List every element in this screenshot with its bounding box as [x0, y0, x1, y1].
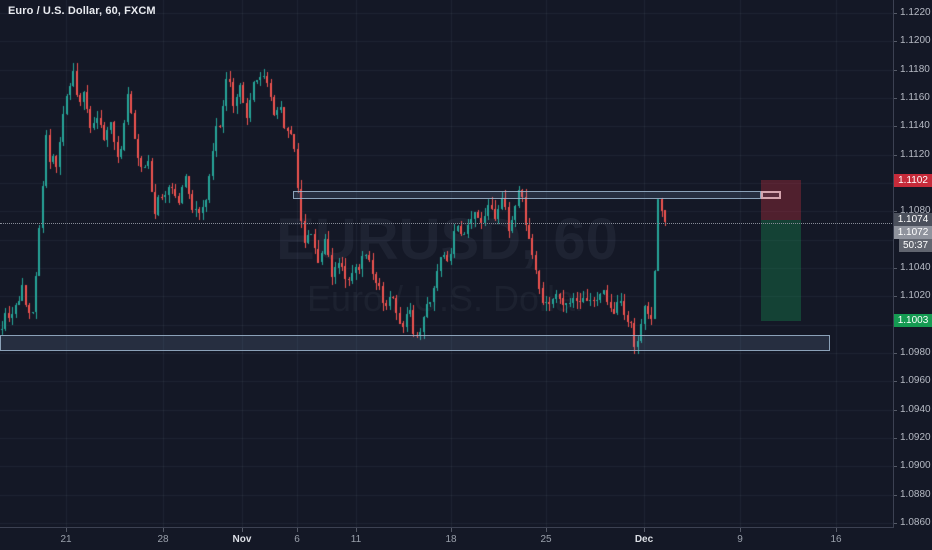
time-tick-mark — [242, 528, 243, 532]
resistance-zone-rectangle[interactable] — [293, 191, 761, 199]
time-tick-label: 6 — [294, 534, 300, 545]
current-price-line — [0, 223, 894, 224]
time-tick-label: 25 — [540, 534, 552, 545]
time-tick-mark — [451, 528, 452, 532]
bar-countdown-badge: 50:37 — [899, 239, 932, 252]
price-tick-label: 1.0940 — [894, 404, 932, 416]
entry-price-badge: 1.1074 — [894, 213, 932, 226]
price-tick-label: 1.1120 — [894, 149, 932, 161]
time-tick-label: Dec — [634, 534, 654, 545]
time-tick-label: Nov — [232, 534, 252, 545]
price-tick-label: 1.0920 — [894, 432, 932, 444]
time-tick-mark — [644, 528, 645, 532]
short-position-stop-box[interactable] — [761, 180, 801, 220]
short-position-profit-box[interactable] — [761, 220, 801, 321]
resistance-zone-handle[interactable] — [761, 191, 781, 199]
price-tick-label: 1.1200 — [894, 35, 932, 47]
price-tick-label: 1.1040 — [894, 262, 932, 274]
time-tick-mark — [163, 528, 164, 532]
time-tick-label: 21 — [60, 534, 72, 545]
chart-legend-title[interactable]: Euro / U.S. Dollar, 60, FXCM — [8, 5, 156, 17]
time-tick-mark — [836, 528, 837, 532]
price-tick-label: 1.1020 — [894, 290, 932, 302]
time-tick-mark — [356, 528, 357, 532]
price-tick-label: 1.1140 — [894, 120, 932, 132]
price-tick-label: 1.0960 — [894, 375, 932, 387]
price-tick-label: 1.1080 — [894, 205, 932, 217]
price-axis[interactable]: 1.1102 1.1074 1.1072 50:37 1.1003 1.1220… — [893, 0, 932, 550]
time-tick-mark — [546, 528, 547, 532]
time-tick-label: 18 — [445, 534, 457, 545]
price-tick-label: 1.0880 — [894, 489, 932, 501]
price-tick-label: 1.1180 — [894, 64, 932, 76]
support-zone-rectangle[interactable] — [0, 335, 830, 351]
price-tick-label: 1.0860 — [894, 517, 932, 529]
time-axis[interactable]: 21 28 Nov 6 11 18 25 Dec 9 16 — [0, 527, 894, 550]
last-price-badge: 1.1072 — [894, 226, 932, 239]
time-tick-label: 9 — [737, 534, 743, 545]
target-price-badge: 1.1003 — [894, 314, 932, 327]
time-tick-label: 11 — [350, 534, 362, 545]
time-tick-label: 28 — [157, 534, 169, 545]
time-tick-label: 16 — [830, 534, 842, 545]
price-tick-label: 1.0980 — [894, 347, 932, 359]
time-tick-mark — [740, 528, 741, 532]
time-tick-mark — [297, 528, 298, 532]
candlestick-pane[interactable] — [0, 0, 894, 528]
time-tick-mark — [66, 528, 67, 532]
price-tick-label: 1.1220 — [894, 7, 932, 19]
stop-price-badge: 1.1102 — [894, 174, 932, 187]
price-tick-label: 1.1160 — [894, 92, 932, 104]
price-tick-label: 1.0900 — [894, 460, 932, 472]
